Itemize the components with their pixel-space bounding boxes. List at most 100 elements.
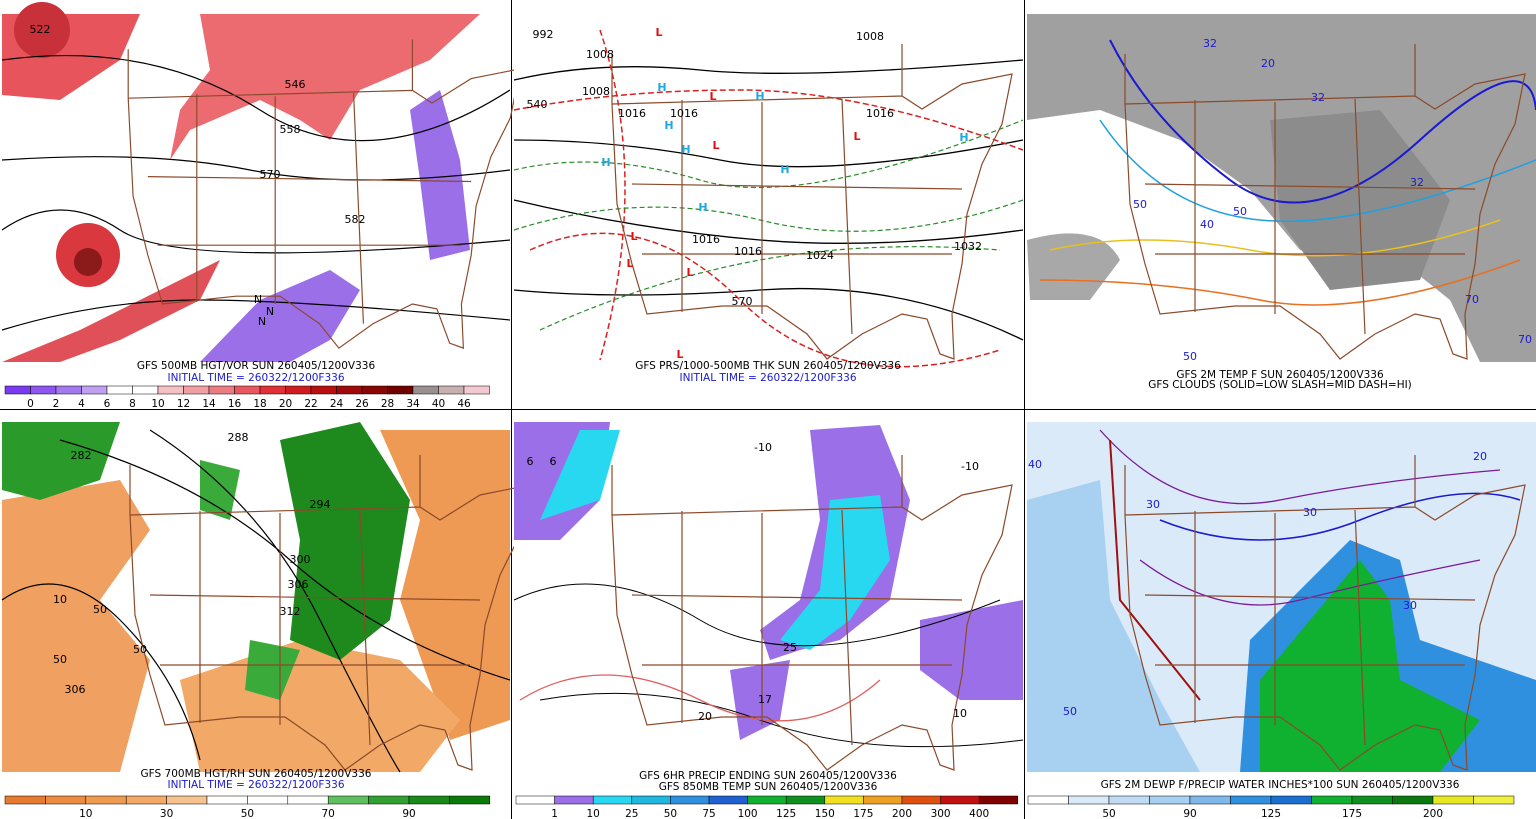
caption: GFS PRS/1000-500MB THK SUN 260405/1200V3…	[635, 360, 901, 372]
colorbar-label: 175	[853, 808, 873, 819]
contour-label: 1032	[954, 240, 982, 253]
colorbar-label: 24	[330, 398, 344, 410]
colorbar-label: 90	[402, 808, 415, 819]
high-center: H	[657, 81, 666, 94]
colorbar-swatch	[327, 795, 369, 805]
colorbar-swatch	[747, 795, 787, 805]
high-center: H	[959, 131, 968, 144]
low-center: L	[655, 26, 662, 39]
colorbar-swatch	[287, 795, 329, 805]
contour-label: 1016	[670, 107, 698, 120]
caption: GFS 500MB HGT/VOR SUN 260405/1200V336	[137, 360, 376, 372]
colorbar-label: 75	[702, 808, 715, 819]
colorbar-swatch	[554, 795, 594, 805]
map-dewpoint	[1027, 422, 1536, 772]
contour-label: 570	[732, 295, 753, 308]
colorbar-swatch	[368, 795, 410, 805]
high-center: H	[601, 156, 610, 169]
contour-label: 32	[1311, 91, 1325, 104]
contour-label: 17	[758, 693, 772, 706]
colorbar-label: 8	[129, 398, 136, 410]
colorbar-swatch	[183, 385, 210, 395]
caption: INITIAL TIME = 260322/1200F336	[679, 372, 856, 384]
colorbar-swatch	[45, 795, 87, 805]
colorbar-swatch	[1230, 795, 1272, 805]
contour-label: 50	[1063, 705, 1077, 718]
colorbar-swatch	[55, 385, 82, 395]
colorbar-swatch	[310, 385, 337, 395]
colorbar-label: 40	[432, 398, 445, 410]
low-center: L	[853, 130, 860, 143]
contour-label: 294	[310, 498, 331, 511]
contour-label: 570	[260, 168, 281, 181]
high-center: H	[664, 119, 673, 132]
colorbar-label: 50	[664, 808, 677, 819]
colorbar-label: 10	[79, 808, 92, 819]
colorbar-label: 25	[625, 808, 638, 819]
contour-label: 558	[280, 123, 301, 136]
colorbar-swatch	[824, 795, 864, 805]
caption: GFS 2M TEMP F SUN 260405/1200V336	[1176, 369, 1384, 381]
colorbar-swatch	[166, 795, 208, 805]
low-center: L	[676, 348, 683, 361]
contour-label: 50	[133, 643, 147, 656]
colorbar-swatch	[285, 385, 312, 395]
colorbar-label: 200	[1423, 808, 1443, 819]
contour-label: 312	[280, 605, 301, 618]
contour-label: 20	[1261, 57, 1275, 70]
contour-label: 1016	[618, 107, 646, 120]
colorbar-label: 30	[160, 808, 173, 819]
colorbar-swatch	[1270, 795, 1312, 805]
colorbar-swatch	[412, 385, 439, 395]
colorbar-label: 6	[104, 398, 111, 410]
contour-label: 70	[1465, 293, 1479, 306]
contour-label: -10	[754, 441, 772, 454]
colorbar-swatch	[1351, 795, 1393, 805]
colorbar-swatch	[515, 795, 555, 805]
colorbar-swatch	[901, 795, 941, 805]
colorbar-swatch	[206, 795, 248, 805]
low-center: L	[630, 230, 637, 243]
contour-label: 282	[71, 449, 92, 462]
colorbar-swatch	[208, 385, 235, 395]
contour-label: 306	[288, 578, 309, 591]
map-temperature	[1027, 14, 1536, 362]
caption: GFS 2M DEWP F/PRECIP WATER INCHES*100 SU…	[1101, 779, 1460, 791]
colorbar-swatch	[1189, 795, 1231, 805]
colorbar-label: 20	[279, 398, 292, 410]
colorbar-swatch	[785, 795, 826, 805]
colorbar-label: 125	[1261, 808, 1281, 819]
colorbar-swatch	[408, 795, 450, 805]
colorbar-swatch	[1108, 795, 1150, 805]
colorbar-swatch	[1027, 795, 1069, 805]
contour-label: 1008	[582, 85, 610, 98]
colorbar-label: 16	[228, 398, 242, 410]
colorbar-label: 0	[27, 398, 34, 410]
colorbar-swatch	[978, 795, 1019, 805]
colorbar-swatch	[670, 795, 710, 805]
colorbar-swatch	[1432, 795, 1474, 805]
contour-label: 1016	[866, 107, 894, 120]
contour-label: 50	[53, 653, 67, 666]
contour-label: 522	[30, 23, 51, 36]
contour-label: 6	[527, 455, 534, 468]
contour-label: N	[266, 305, 274, 318]
colorbar-swatch	[259, 385, 286, 395]
colorbar-swatch	[463, 385, 490, 395]
low-center: L	[686, 266, 693, 279]
contour-label: 1008	[586, 48, 614, 61]
colorbar-label: 12	[177, 398, 190, 410]
colorbar-label: 18	[253, 398, 266, 410]
map-500mb	[1, 2, 521, 362]
colorbar-label: 175	[1342, 808, 1362, 819]
low-center: L	[626, 257, 633, 270]
colorbar-swatch	[361, 385, 388, 395]
colorbar-swatch	[387, 385, 414, 395]
colorbar-label: 50	[1102, 808, 1115, 819]
colorbar-label: 34	[406, 398, 420, 410]
colorbar-label: 90	[1183, 808, 1196, 819]
contour-label: 30	[1146, 498, 1160, 511]
colorbar-label: 125	[776, 808, 796, 819]
